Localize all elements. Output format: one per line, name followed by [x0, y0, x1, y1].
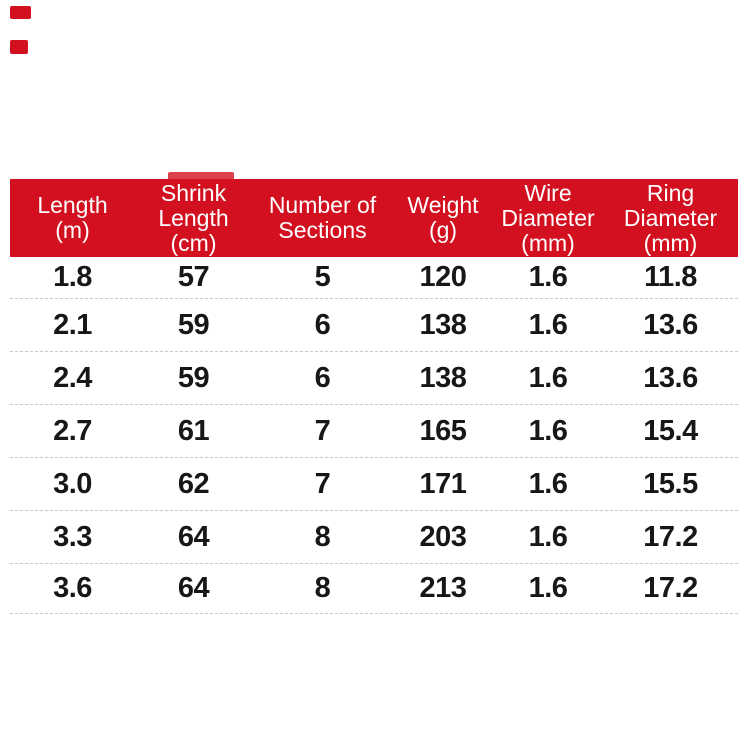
header-line: Length [158, 204, 229, 231]
cell-wire-diameter: 1.6 [528, 520, 568, 553]
cell-wire-diameter: 1.6 [528, 467, 568, 500]
cell-shrink-length: 59 [177, 308, 210, 341]
header-line: Shrink [160, 179, 227, 206]
header-cell-weight: Weight (g) [393, 193, 493, 243]
cell-sections: 7 [314, 414, 331, 447]
cell-length: 2.7 [53, 414, 92, 447]
cell-sections: 8 [314, 520, 331, 553]
cell-ring-diameter: 13.6 [643, 361, 698, 394]
table-row: 1.8 57 5 120 1.6 11.8 [10, 257, 738, 299]
header-line: Diameter [623, 204, 718, 231]
cell-shrink-length: 57 [177, 261, 210, 293]
cell-ring-diameter: 11.8 [644, 261, 697, 293]
cell-length: 2.4 [53, 361, 92, 394]
header-line: Diameter [501, 204, 595, 231]
cell-wire-diameter: 1.6 [528, 414, 568, 447]
cell-ring-diameter: 17.2 [643, 572, 698, 604]
cell-length: 3.3 [53, 520, 92, 553]
table-header-row: Length (m) Shrink Length (cm) Number of … [10, 179, 738, 257]
cell-shrink-length: 64 [177, 572, 210, 604]
cell-sections: 6 [314, 308, 331, 341]
cell-ring-diameter: 17.2 [643, 520, 698, 553]
cell-length: 2.1 [53, 308, 92, 341]
cell-weight: 165 [419, 414, 467, 447]
table-row: 2.1 59 6 138 1.6 13.6 [10, 299, 738, 352]
header-cell-number-of-sections: Number of Sections [252, 193, 393, 243]
cell-shrink-length: 61 [177, 414, 210, 447]
cell-weight: 213 [419, 572, 467, 604]
header-line: (mm) [643, 229, 698, 256]
header-line: Weight [407, 192, 479, 218]
header-line: Length [37, 192, 108, 218]
cell-sections: 7 [314, 467, 331, 500]
header-line: Sections [278, 217, 367, 243]
header-cell-ring-diameter: Ring Diameter (mm) [603, 179, 738, 256]
cell-ring-diameter: 15.4 [643, 414, 698, 447]
cell-wire-diameter: 1.6 [528, 361, 568, 394]
header-line: Ring [646, 179, 695, 206]
cell-wire-diameter: 1.6 [528, 572, 568, 604]
header-line: (mm) [521, 229, 575, 256]
cell-length: 1.8 [53, 261, 92, 293]
cell-weight: 138 [419, 308, 467, 341]
table-body: 1.8 57 5 120 1.6 11.8 2.1 59 6 138 1.6 1… [10, 257, 738, 614]
header-line: (g) [428, 217, 458, 243]
cell-wire-diameter: 1.6 [528, 308, 568, 341]
cell-shrink-length: 62 [177, 467, 210, 500]
header-line: (cm) [170, 229, 217, 256]
cell-sections: 5 [314, 261, 331, 293]
header-cell-length: Length (m) [10, 193, 135, 243]
table-row: 2.4 59 6 138 1.6 13.6 [10, 352, 738, 405]
cell-sections: 6 [314, 361, 331, 394]
cell-shrink-length: 59 [177, 361, 210, 394]
cell-length: 3.0 [53, 467, 92, 500]
cell-shrink-length: 64 [177, 520, 210, 553]
cell-weight: 138 [419, 361, 467, 394]
header-cell-wire-diameter: Wire Diameter (mm) [493, 179, 603, 256]
cell-weight: 203 [419, 520, 467, 553]
spec-table: Length (m) Shrink Length (cm) Number of … [10, 179, 738, 614]
table-row: 3.6 64 8 213 1.6 17.2 [10, 564, 738, 614]
cell-ring-diameter: 13.6 [643, 308, 698, 341]
cell-ring-diameter: 15.5 [643, 467, 698, 500]
red-corner-mark-icon [10, 40, 28, 54]
table-row: 3.3 64 8 203 1.6 17.2 [10, 511, 738, 564]
cell-sections: 8 [314, 572, 331, 604]
red-corner-mark-icon [10, 6, 31, 19]
cell-wire-diameter: 1.6 [528, 261, 568, 293]
table-row: 2.7 61 7 165 1.6 15.4 [10, 405, 738, 458]
table-row: 3.0 62 7 171 1.6 15.5 [10, 458, 738, 511]
cell-length: 3.6 [53, 572, 92, 604]
cell-weight: 120 [419, 261, 467, 293]
header-line: Number of [268, 192, 377, 218]
header-cell-shrink-length: Shrink Length (cm) [135, 179, 252, 256]
header-line: Wire [524, 179, 572, 206]
header-line: (m) [55, 217, 90, 243]
header-print-artifact [168, 172, 234, 180]
cell-weight: 171 [419, 467, 467, 500]
